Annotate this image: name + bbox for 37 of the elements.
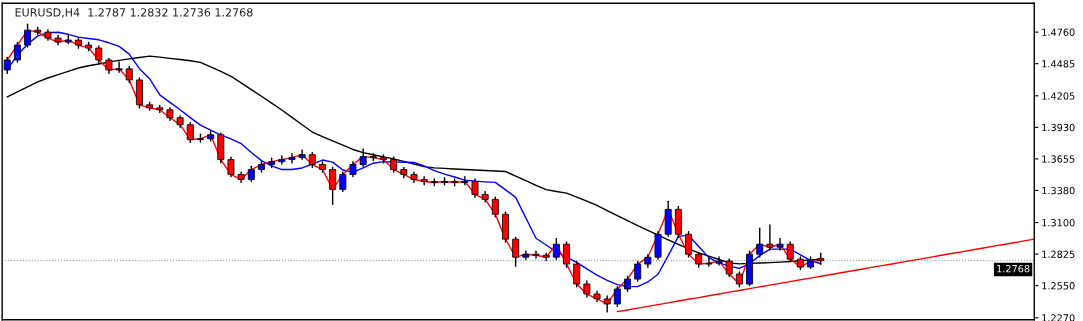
candlestick <box>512 236 520 267</box>
ref-line-label: 1.2768 <box>997 264 1030 273</box>
chart-title: EURUSD,H4 1.2787 1.2832 1.2736 1.2768 <box>15 8 253 18</box>
candlestick <box>339 171 347 193</box>
y-tick-label: 1.2270 <box>1042 314 1075 321</box>
candlestick <box>532 250 540 259</box>
candlestick <box>461 175 469 186</box>
candlestick <box>227 156 235 178</box>
candlestick <box>288 153 296 164</box>
candlestick <box>329 166 337 206</box>
candlestick <box>766 224 774 251</box>
candlestick <box>471 178 479 199</box>
candlestick <box>491 196 499 218</box>
line-series <box>616 238 1035 313</box>
candlestick <box>552 237 560 260</box>
candlestick <box>115 61 123 73</box>
candlestick <box>685 231 693 258</box>
candlestick <box>420 175 428 186</box>
candlestick <box>634 260 642 282</box>
candlestick <box>13 41 21 63</box>
y-tick-label: 1.2825 <box>1042 250 1075 258</box>
candlestick <box>654 231 662 260</box>
y-tick-label: 1.2550 <box>1042 282 1075 290</box>
candlestick <box>756 227 764 258</box>
candlestick <box>542 252 550 262</box>
candlestick <box>573 260 581 288</box>
candlestick <box>186 122 194 143</box>
candlestick <box>298 149 306 161</box>
y-tick-label: 1.3100 <box>1042 219 1075 227</box>
y-tick-label: 1.4760 <box>1042 28 1075 36</box>
y-tick-label: 1.3655 <box>1042 155 1075 163</box>
y-tick-label: 1.3930 <box>1042 123 1075 132</box>
y-tick-label: 1.3380 <box>1042 186 1075 195</box>
y-tick-label: 1.4485 <box>1042 60 1075 68</box>
candlestick <box>776 237 784 251</box>
candlestick <box>563 241 570 268</box>
y-tick-label: 1.4205 <box>1042 92 1075 100</box>
